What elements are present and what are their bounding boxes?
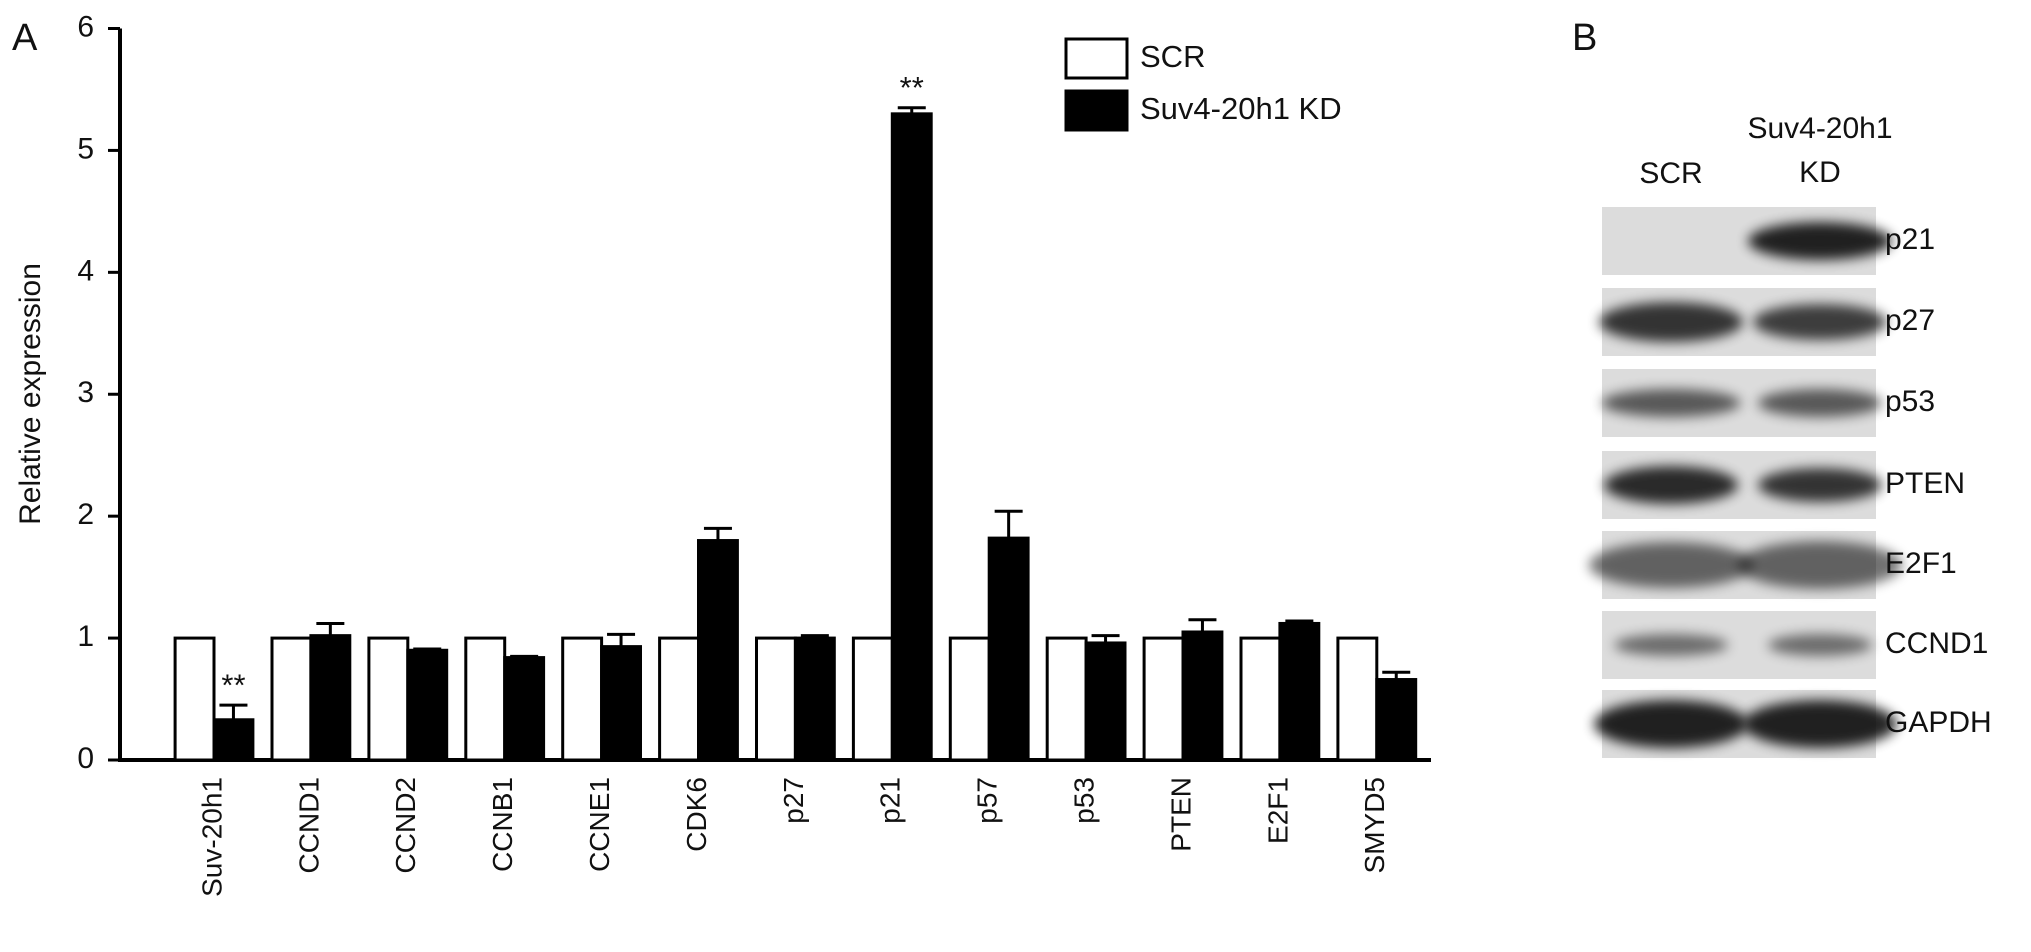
bar bbox=[987, 536, 1030, 762]
y-tick-label: 0 bbox=[77, 742, 94, 775]
y-tick-label: 4 bbox=[77, 254, 94, 287]
row-label: GAPDH bbox=[1885, 706, 1992, 739]
bar bbox=[406, 648, 449, 762]
y-tick-label: 2 bbox=[77, 498, 94, 531]
bar bbox=[367, 636, 410, 762]
blot-band bbox=[1589, 542, 1753, 588]
bar bbox=[1142, 636, 1185, 762]
x-tick-label: p27 bbox=[778, 777, 809, 824]
blot-band bbox=[1601, 389, 1741, 417]
bar bbox=[890, 112, 933, 762]
bar bbox=[1239, 636, 1282, 762]
bar bbox=[212, 718, 255, 762]
bar bbox=[309, 634, 352, 762]
y-tick-label: 6 bbox=[77, 10, 94, 43]
bar bbox=[464, 636, 507, 762]
blot-band bbox=[1748, 222, 1892, 260]
x-tick-label: Suv-20h1 bbox=[196, 777, 227, 897]
row-label: p53 bbox=[1885, 385, 1935, 418]
bar bbox=[697, 539, 739, 762]
y-tick-label: 5 bbox=[77, 132, 94, 165]
x-tick-label: CCNB1 bbox=[487, 777, 518, 872]
x-tick-label: SMYD5 bbox=[1359, 777, 1390, 873]
x-tick-label: CCND2 bbox=[390, 777, 421, 873]
bar bbox=[1181, 630, 1224, 762]
row-label: p21 bbox=[1885, 223, 1935, 256]
blot-band bbox=[1604, 466, 1738, 504]
row-label: PTEN bbox=[1885, 467, 1965, 500]
blot-band bbox=[1599, 302, 1743, 342]
x-tick-label: CCNE1 bbox=[584, 777, 615, 872]
blot-band bbox=[1758, 468, 1882, 502]
x-tick-label: CCND1 bbox=[293, 777, 324, 873]
panel-label: A bbox=[12, 17, 38, 59]
bar bbox=[851, 636, 894, 762]
annotation: ** bbox=[221, 667, 245, 702]
bar bbox=[503, 656, 546, 762]
row-label: p27 bbox=[1885, 304, 1935, 337]
legend-label: SCR bbox=[1140, 39, 1205, 74]
blot-band bbox=[1738, 541, 1902, 589]
bar bbox=[270, 636, 313, 762]
column-header: SCR bbox=[1639, 157, 1702, 190]
y-axis-label: Relative expression bbox=[14, 263, 47, 525]
bar bbox=[561, 636, 604, 762]
row-label: E2F1 bbox=[1885, 547, 1957, 580]
bar bbox=[793, 636, 836, 762]
column-header: Suv4-20h1 KD bbox=[1747, 112, 1892, 189]
x-tick-label: E2F1 bbox=[1262, 777, 1293, 844]
y-tick-label: 3 bbox=[77, 376, 94, 409]
bar bbox=[173, 636, 216, 762]
blot-band bbox=[1743, 700, 1897, 748]
annotation: ** bbox=[900, 70, 924, 105]
legend-swatch bbox=[1064, 37, 1129, 80]
bar bbox=[1084, 641, 1127, 762]
blot-band bbox=[1753, 304, 1887, 340]
blot-band bbox=[1758, 389, 1882, 417]
blot-band bbox=[1768, 634, 1872, 656]
row-label: CCND1 bbox=[1885, 627, 1988, 660]
blot-band bbox=[1594, 700, 1748, 748]
bar bbox=[600, 645, 642, 762]
bar bbox=[755, 636, 797, 762]
x-tick-label: p21 bbox=[875, 777, 906, 824]
x-tick-label: PTEN bbox=[1165, 777, 1196, 852]
x-tick-label: p53 bbox=[1068, 777, 1099, 824]
bar bbox=[1278, 621, 1321, 762]
blot-band bbox=[1614, 634, 1728, 656]
bar bbox=[1375, 678, 1418, 762]
bar bbox=[948, 636, 991, 762]
bar bbox=[658, 636, 700, 762]
y-tick-label: 1 bbox=[77, 620, 94, 653]
bar bbox=[1336, 636, 1379, 762]
x-tick-label: CDK6 bbox=[681, 777, 712, 852]
legend-swatch bbox=[1064, 89, 1129, 132]
legend-label: Suv4-20h1 KD bbox=[1140, 91, 1342, 126]
x-tick-label: p57 bbox=[972, 777, 1003, 824]
panel-label: B bbox=[1572, 17, 1597, 59]
bar bbox=[1045, 636, 1088, 762]
